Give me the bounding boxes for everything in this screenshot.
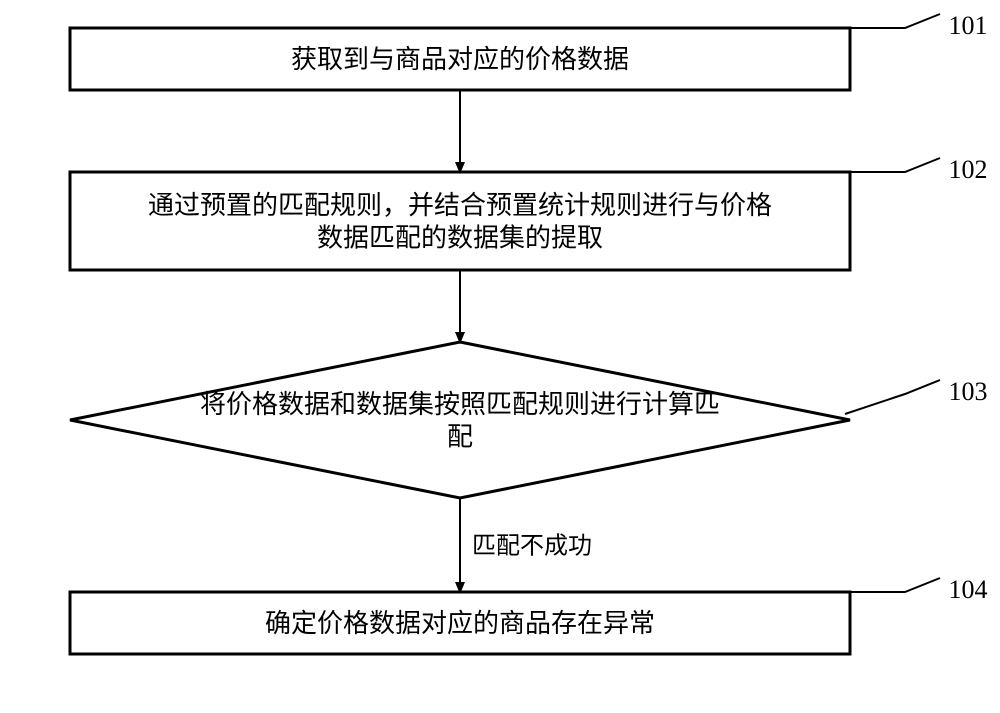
step-label-l101: 101: [949, 11, 988, 40]
flow-box-b104-text: 确定价格数据对应的商品存在异常: [265, 609, 655, 638]
step-leader-l103: [845, 380, 940, 414]
flow-box-b101-text: 获取到与商品对应的价格数据: [291, 45, 629, 74]
flow-diamond-b103-text: 将价格数据和数据集按照匹配规则进行计算匹配: [200, 390, 720, 452]
flow-box-b102-text: 通过预置的匹配规则，并结合预置统计规则进行与价格数据匹配的数据集的提取: [148, 191, 772, 253]
flow-box-b102: [70, 172, 850, 270]
step-leader-l104: [850, 578, 940, 592]
step-leader-l102: [850, 158, 940, 172]
flow-diamond-b103: [70, 342, 850, 498]
step-label-l103: 103: [949, 377, 988, 406]
step-label-l102: 102: [949, 155, 988, 184]
flow-arrow-a3-label: 匹配不成功: [472, 532, 592, 559]
step-leader-l101: [850, 14, 940, 28]
step-label-l104: 104: [949, 575, 988, 604]
